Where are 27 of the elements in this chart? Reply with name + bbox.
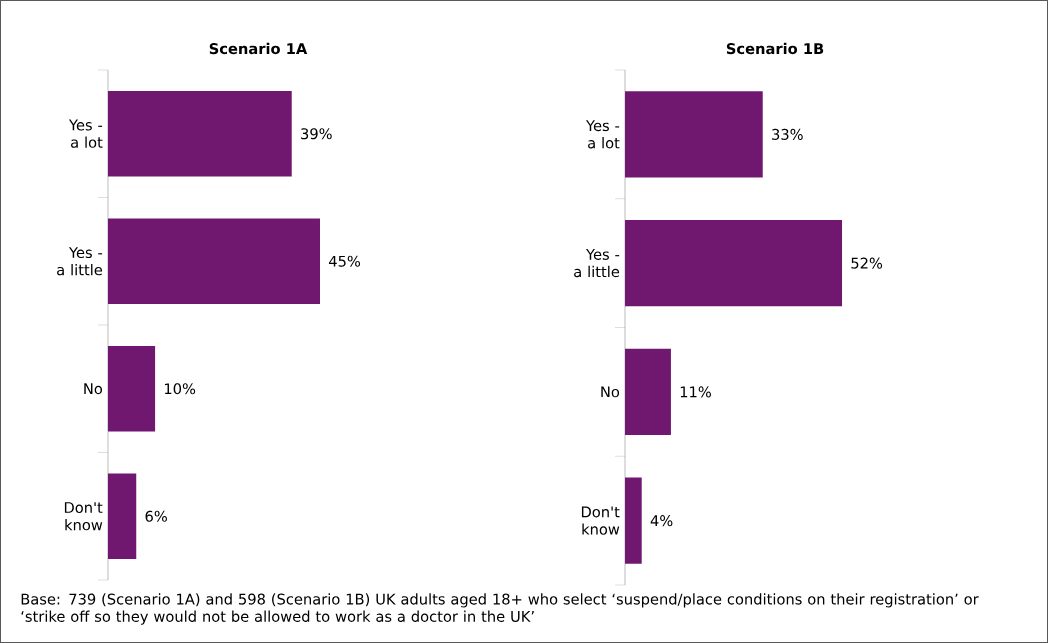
data-label: 11%	[680, 386, 711, 398]
chart-title: Scenario 1B	[726, 42, 824, 55]
y-tick-label: Yes - a little	[574, 249, 620, 278]
y-tick-label: Don't know	[64, 502, 103, 531]
data-label: 33%	[772, 128, 803, 140]
bar	[625, 348, 671, 436]
bar	[107, 346, 156, 432]
bar	[107, 473, 137, 559]
bar	[107, 91, 292, 177]
data-label: 6%	[145, 510, 167, 522]
chart-title: Scenario 1A	[209, 42, 308, 55]
data-label: 45%	[328, 255, 361, 267]
y-tick-label: Don't know	[581, 506, 620, 535]
y-tick-label: No	[601, 386, 620, 398]
bar	[107, 218, 320, 304]
data-label: 4%	[650, 515, 673, 527]
text: Base: 739 (Scenario 1A) and 598 (Scenario 1B) UK adults aged 18+ who select ‘suspend/place conditions on their registration’ or ‘strike off so they would not be allowed to work as a doctor in the UK’	[21, 593, 979, 625]
y-tick-label: Yes - a little	[57, 247, 103, 276]
y-tick-label: Yes - a lot	[585, 120, 620, 149]
y-tick-label: Yes - a lot	[68, 119, 103, 148]
data-label: 10%	[164, 383, 196, 395]
data-label: 52%	[851, 257, 883, 269]
bar	[625, 219, 843, 307]
data-label: 39%	[301, 128, 332, 140]
bar	[625, 91, 763, 178]
bar	[625, 477, 642, 564]
y-tick-label: No	[84, 383, 103, 395]
